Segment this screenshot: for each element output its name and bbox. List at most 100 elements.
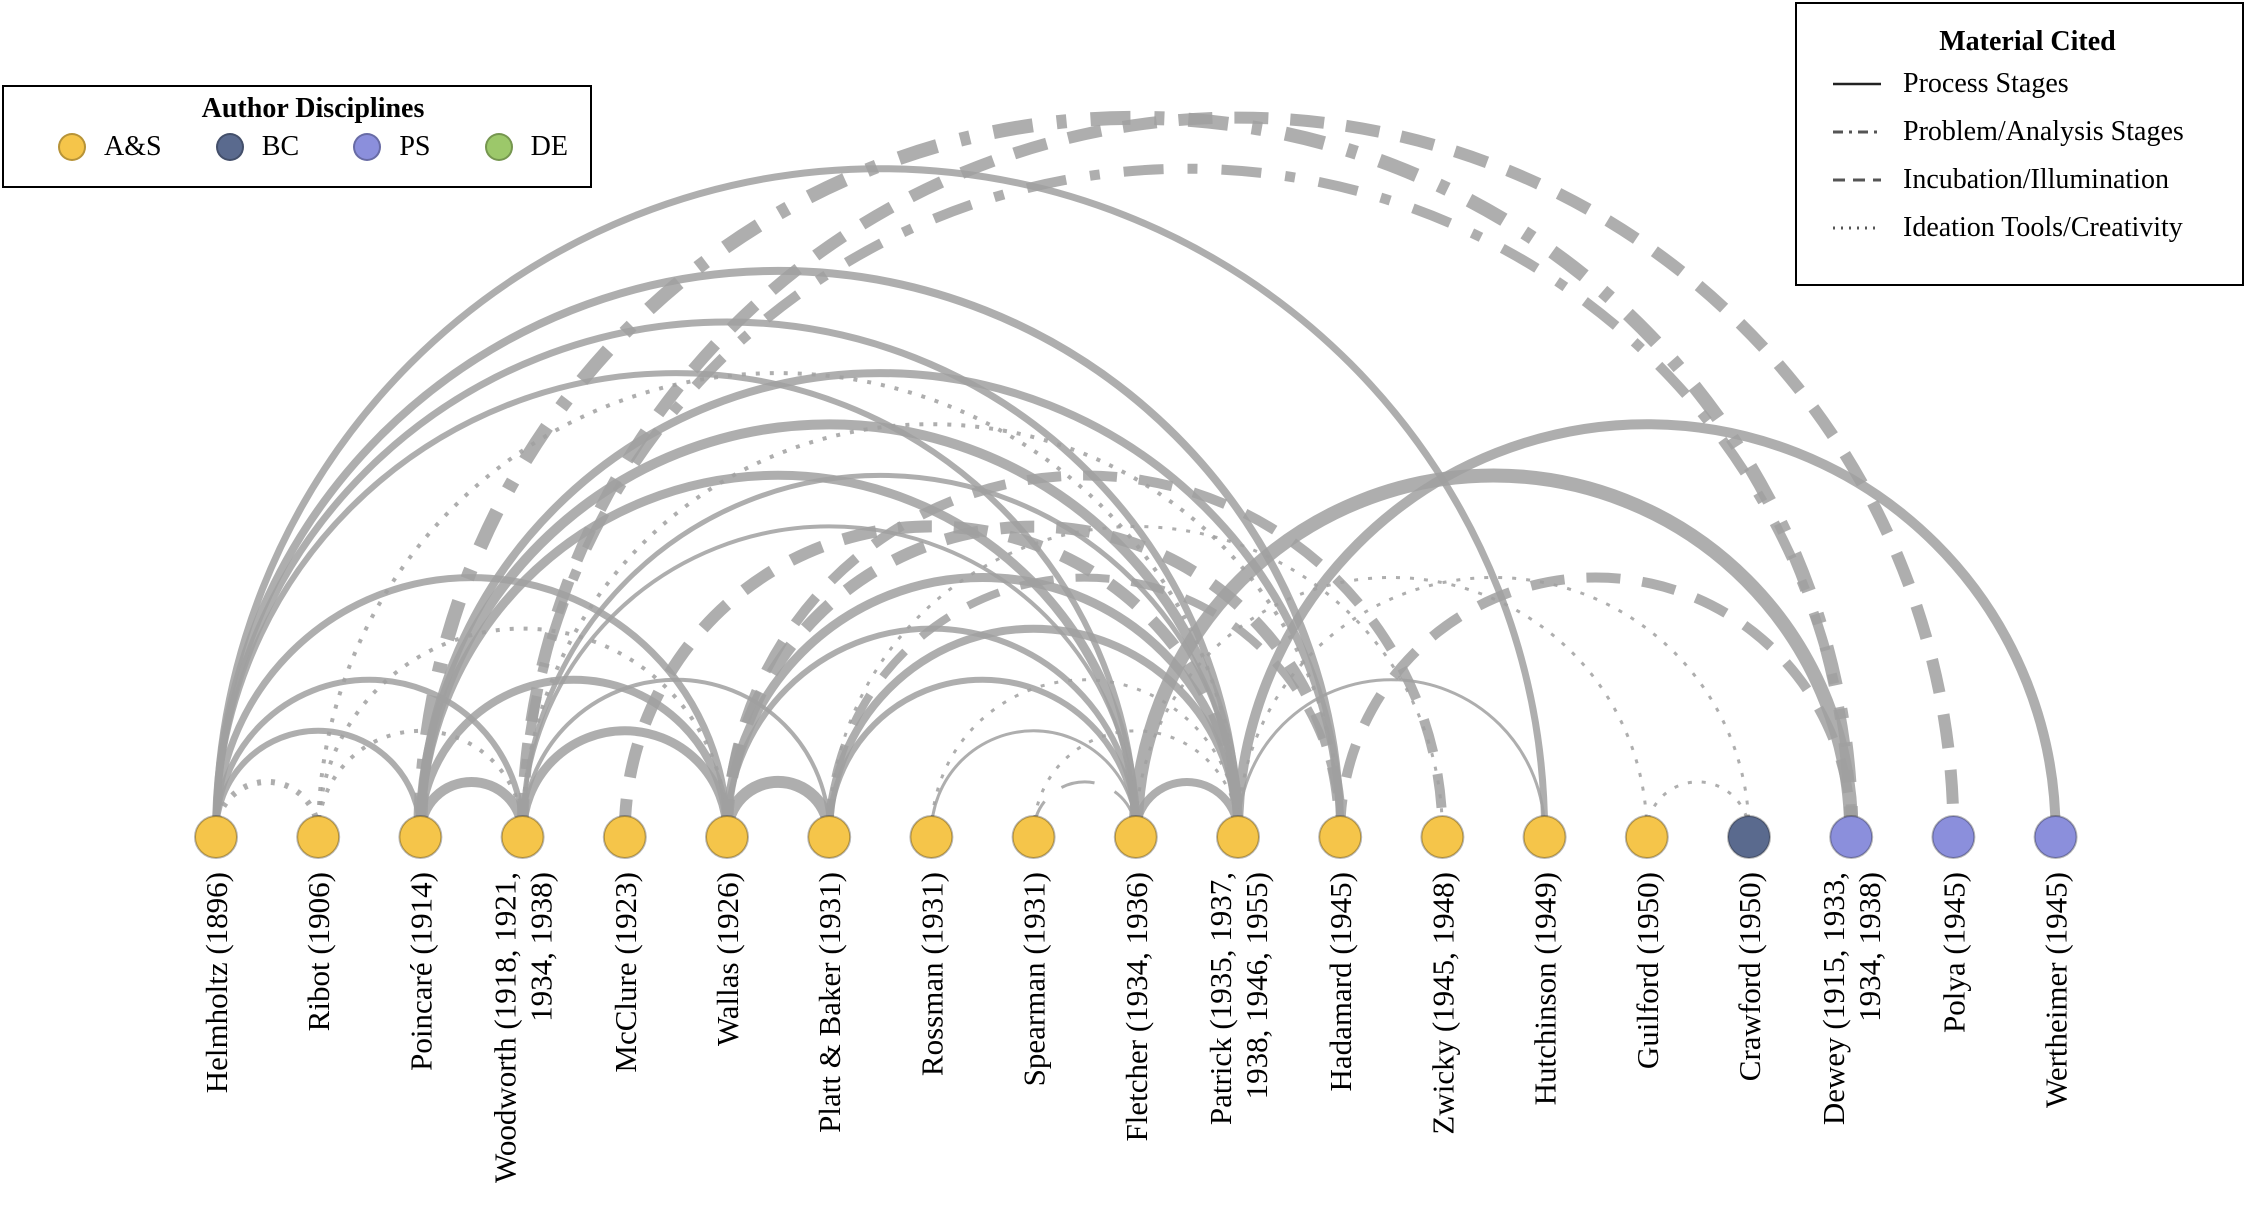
discipline-swatch [215,133,244,161]
discipline-label: BC [261,131,300,162]
arc-link-solid [212,266,1345,834]
arc-link-solid [929,729,1138,834]
author-nodes [194,815,2078,859]
arc-links [212,110,2061,834]
material-cited-legend: Material Cited Process Stages Problem/Ana… [1795,2,2244,286]
arc-link-solid [213,676,526,834]
author-node [1216,815,1260,859]
arc-link-solid [1233,419,2061,834]
arc-link-solid [1128,468,1859,834]
author-label: Ribot (1906) [301,872,336,1031]
author-label: Wertheimer (1945) [2039,872,2074,1108]
author-label: Polya (1945) [1936,872,1971,1033]
author-label: Zwicky (1945, 1948) [1425,872,1460,1135]
author-label: Rossman (1931) [914,872,949,1076]
arc-link-solid [212,318,1242,834]
line-style-swatch [1833,130,1881,134]
arc-link-dot [316,626,729,834]
arc-link-solid [518,726,732,834]
arc-link-dash [618,520,1244,834]
author-label: McClure (1923) [608,872,643,1073]
material-label: Ideation Tools/Creativity [1903,212,2183,243]
discipline-swatch [353,133,382,161]
material-label: Process Stages [1903,68,2069,99]
author-node [807,815,852,859]
author-node [296,815,341,859]
material-label: Incubation/Illumination [1903,164,2169,195]
author-label: Fletcher (1934, 1936) [1119,872,1154,1141]
arc-link-solid [520,524,1138,834]
author-node [398,815,443,859]
author-label: Hadamard (1945) [1323,872,1358,1092]
author-node [500,815,545,859]
discipline-swatch [58,133,86,161]
author-node [1624,815,1669,859]
author-node [1113,815,1158,859]
arc-link-solid [1236,678,1547,834]
arc-link-dashdot [517,163,1857,834]
discipline-legend-item: PS [353,131,430,163]
discipline-label: A&S [104,131,162,162]
arc-link-solid [416,369,1345,834]
author-node [2033,815,2078,859]
author-node [705,815,749,859]
author-node [1318,815,1363,859]
author-label: Wallas (1926) [710,872,745,1046]
arc-link-solid [826,676,1139,834]
author-labels: Helmholtz (1896) Ribot (1906) Poincaré (19… [199,872,2074,1183]
material-legend-title: Material Cited [1939,26,2116,57]
author-label: Helmholtz (1896) [199,872,234,1093]
arc-link-dashdot [413,110,1859,834]
arc-link-solid [213,370,1139,834]
material-label: Problem/Analysis Stages [1903,116,2184,147]
author-node [194,815,238,859]
discipline-legend-item: DE [484,131,568,163]
author-label: Dewey (1915, 1933,1934, 1938) [1816,872,1887,1125]
arc-link-solid [825,624,1242,834]
disciplines-legend-title: Author Disciplines [201,93,425,124]
author-label: Guilford (1950) [1630,872,1665,1069]
author-label: Platt & Baker (1931) [812,872,847,1133]
author-node [909,815,954,859]
arc-link-solid [520,677,832,834]
author-node [1829,815,1874,859]
material-legend-item: Incubation/Illumination [1833,156,2222,204]
author-node [1727,815,1771,859]
arc-link-solid [415,470,1141,834]
disciplines-legend-items: A&S BC PS DE [58,131,568,163]
author-node [1420,815,1465,859]
arc-link-solid [416,675,731,834]
author-node [1522,815,1567,859]
line-style-swatch [1833,226,1881,230]
discipline-label: DE [530,131,568,162]
arc-link-solid [213,727,424,834]
author-label: Patrick (1935, 1937,1938, 1946, 1955) [1203,872,1274,1125]
author-node [602,815,647,859]
author-disciplines-legend: Author Disciplines A&S BC PS DE [2,85,592,188]
material-legend-item: Process Stages [1833,60,2222,108]
arc-link-solid [520,472,1241,834]
arc-link-dash [722,470,1448,834]
material-legend-item: Ideation Tools/Creativity [1833,204,2222,252]
discipline-legend-item: A&S [58,131,162,163]
arc-link-dash [825,573,1345,834]
line-style-swatch [1833,178,1881,182]
discipline-swatch [484,133,513,161]
author-label: Hutchinson (1949) [1528,872,1563,1105]
material-legend-item: Problem/Analysis Stages [1833,108,2222,156]
author-node [1931,815,1976,859]
discipline-label: PS [399,131,431,162]
author-label: Woodworth (1918, 1921,1934, 1938) [488,872,559,1183]
author-label: Poincaré (1914) [403,872,438,1071]
material-legend-items: Process Stages Problem/Analysis Stages Inc… [1833,60,2222,252]
author-node [1011,815,1056,859]
author-label: Spearman (1931) [1017,872,1052,1086]
discipline-legend-item: BC [215,131,300,163]
author-label: Crawford (1950) [1732,872,1767,1081]
arc-link-solid [212,165,1549,834]
arc-link-dash [1335,572,1857,834]
line-style-swatch [1833,82,1881,86]
arc-link-dash [721,520,1347,834]
arc-link-dot [1236,576,1751,834]
